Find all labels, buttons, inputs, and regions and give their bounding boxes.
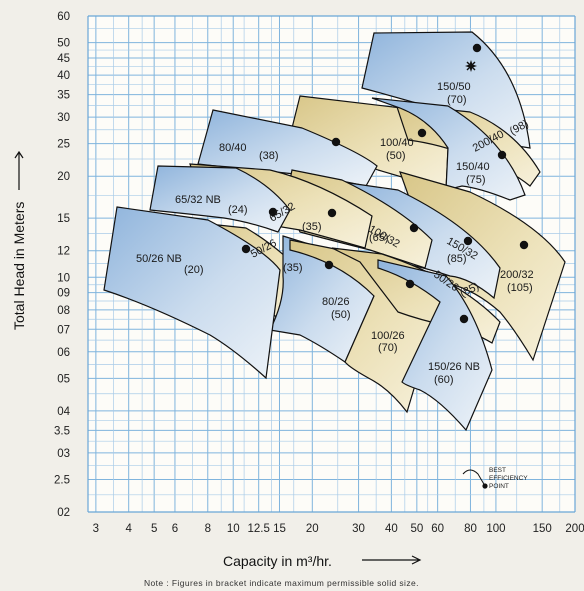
x-tick-label: 12.5 (247, 523, 269, 535)
label-150-26-nb: 150/26 NB (428, 361, 480, 373)
y-tick-label: 03 (57, 448, 70, 460)
y-tick-label: 12 (57, 246, 70, 258)
x-axis-ticks: 3 4 5 6 8 10 12.5 15 20 30 40 50 60 80 100 150 200 (93, 523, 584, 535)
x-axis-title: Capacity in m³/hr. (223, 553, 422, 569)
y-axis-ticks: 60 50 45 40 35 30 25 20 15 12 10 09 08 07 06 05 04 3.5 03 2… (54, 11, 71, 519)
y-tick-label: 04 (57, 406, 70, 418)
bep-point-80-40 (331, 137, 341, 147)
size-200-32: (105) (507, 282, 533, 294)
legend-label-line2: EFFICIENCY (489, 475, 528, 482)
size-50-26-nb: (20) (184, 264, 204, 276)
y-tick-label: 20 (57, 171, 70, 183)
y-axis-title: Total Head in Meters (11, 150, 27, 330)
y-tick-label: 05 (57, 373, 70, 385)
footnote: Note : Figures in bracket indicate maxim… (144, 578, 419, 588)
y-tick-label: 25 (57, 139, 70, 151)
region-150-26-nb (377, 259, 493, 432)
bep-point-150-26-nb (459, 314, 469, 324)
legend-label-line1: BEST (489, 467, 506, 474)
pump-regions (103, 31, 566, 432)
label-50-26-nb: 50/26 NB (136, 253, 182, 265)
region-65-32-nb (149, 165, 291, 233)
y-tick-label: 06 (57, 347, 70, 359)
x-tick-label: 100 (486, 523, 505, 535)
y-axis-arrow-icon (14, 150, 24, 190)
y-tick-label: 02 (57, 507, 70, 519)
bep-point-50-26-nb (241, 244, 251, 254)
bep-point-100-32 (327, 208, 337, 218)
y-tick-label: 50 (57, 38, 70, 50)
x-tick-label: 200 (565, 523, 584, 535)
bep-point-150-40 (497, 150, 507, 160)
bep-point-80-26 (324, 260, 334, 270)
y-tick-label: 09 (57, 288, 70, 300)
label-65-32-nb: 65/32 NB (175, 194, 221, 206)
size-150-40: (75) (466, 174, 486, 186)
y-tick-label: 08 (57, 305, 70, 317)
label-80-26: 80/26 (322, 296, 350, 308)
y-axis-label: Total Head in Meters (11, 202, 27, 330)
y-tick-label: 40 (57, 70, 70, 82)
x-tick-label: 3 (93, 523, 99, 535)
size-65-32-nb: (24) (228, 204, 248, 216)
legend-point (482, 483, 488, 489)
x-tick-label: 10 (227, 523, 240, 535)
size-100-40: (50) (386, 150, 406, 162)
size-65-32: (35) (302, 221, 322, 233)
bep-point-200-32 (463, 236, 473, 246)
y-tick-label: 07 (57, 324, 70, 336)
x-tick-label: 60 (431, 523, 444, 535)
x-tick-label: 4 (125, 523, 132, 535)
bep-point-100-26 (405, 279, 415, 289)
y-tick-label: 30 (57, 112, 70, 124)
size-100-26: (70) (378, 342, 398, 354)
bep-point-150-32 (409, 223, 419, 233)
y-tick-label: 2.5 (54, 474, 70, 486)
x-tick-label: 8 (205, 523, 211, 535)
x-tick-label: 15 (273, 523, 286, 535)
size-150-50: (70) (447, 94, 467, 106)
y-tick-label: 10 (57, 272, 70, 284)
size-150-26-nb: (60) (434, 374, 454, 386)
x-tick-label: 80 (464, 523, 477, 535)
x-tick-label: 150 (533, 523, 552, 535)
size-100-32: (65) (369, 232, 389, 244)
x-axis-label: Capacity in m³/hr. (223, 553, 332, 569)
bep-point-150-50 (472, 43, 482, 53)
size-50-26: (35) (283, 262, 303, 274)
x-tick-label: 20 (306, 523, 319, 535)
bep-point-65-32 (268, 207, 278, 217)
label-100-40: 100/40 (380, 137, 414, 149)
label-150-40: 150/40 (456, 161, 490, 173)
y-tick-label: 3.5 (54, 425, 70, 437)
y-tick-label: 35 (57, 90, 70, 102)
bep-point-200-32b (519, 240, 529, 250)
x-tick-label: 50 (410, 523, 423, 535)
legend-label-line3: POINT (489, 483, 509, 490)
star-marker (465, 60, 477, 72)
y-tick-label: 15 (57, 213, 70, 225)
label-80-40: 80/40 (219, 142, 247, 154)
size-150-32: (85) (447, 253, 467, 265)
legend: BEST EFFICIENCY POINT (462, 467, 528, 490)
y-tick-label: 60 (57, 11, 70, 23)
region-50-26-nb (103, 206, 281, 380)
label-200-32: 200/32 (500, 269, 534, 281)
x-axis-arrow-icon (362, 555, 422, 565)
legend-leader-line (462, 469, 486, 487)
size-80-26: (50) (331, 309, 351, 321)
label-150-50: 150/50 (437, 81, 471, 93)
size-80-40: (38) (259, 150, 279, 162)
x-tick-label: 40 (385, 523, 398, 535)
label-100-26: 100/26 (371, 330, 405, 342)
y-tick-label: 45 (57, 53, 70, 65)
x-tick-label: 30 (352, 523, 365, 535)
x-tick-label: 6 (172, 523, 178, 535)
region-150-40 (371, 97, 526, 201)
x-tick-label: 5 (151, 523, 157, 535)
best-efficiency-points (241, 43, 529, 324)
bep-point-100-40 (417, 128, 427, 138)
